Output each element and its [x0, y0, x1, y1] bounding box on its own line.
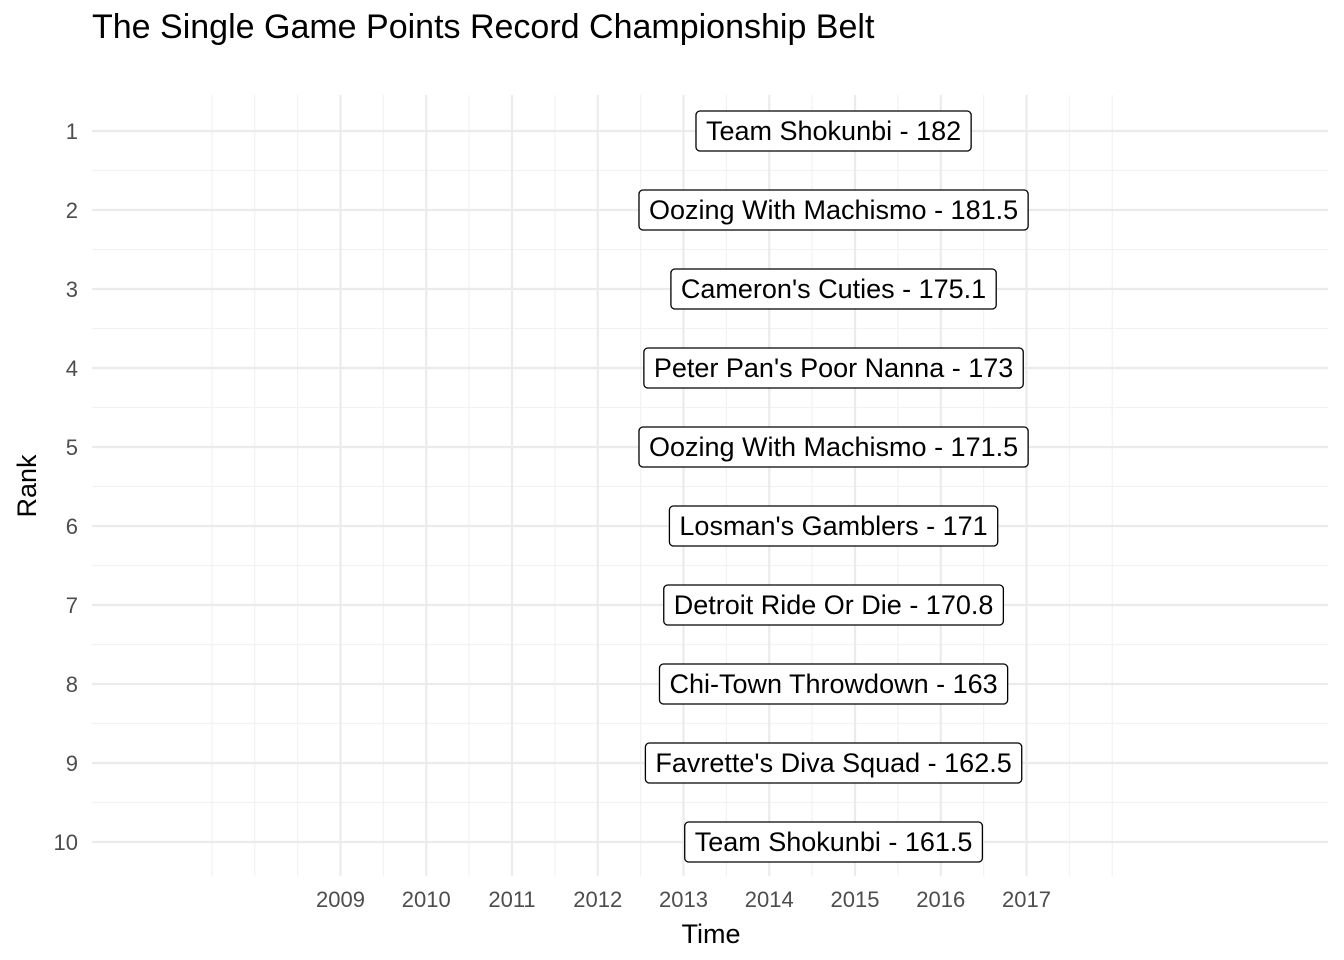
- x-tick-label: 2011: [488, 887, 535, 912]
- record-label: Detroit Ride Or Die - 170.8: [663, 584, 1005, 626]
- x-tick-label: 2009: [316, 887, 365, 912]
- y-tick-label: 2: [66, 198, 78, 223]
- record-label-text: Team Shokunbi - 161.5: [695, 827, 973, 857]
- record-label-box: [658, 663, 1009, 705]
- y-tick-label: 9: [66, 751, 78, 776]
- x-axis-label: Time: [682, 919, 741, 949]
- y-tick-label: 5: [66, 435, 78, 460]
- x-axis-tick-labels: 2009 2010 2011 2012 2013 2014 2015 2016 2017: [316, 887, 1051, 912]
- record-label-text: Oozing With Machismo - 181.5: [649, 195, 1018, 225]
- x-tick-label: 2010: [402, 887, 451, 912]
- chart-title: The Single Game Points Record Championsh…: [92, 8, 875, 46]
- record-label-box: [670, 268, 997, 310]
- record-label-box: [684, 821, 984, 863]
- record-label: Team Shokunbi - 182: [695, 110, 972, 152]
- record-label: Favrette's Diva Squad - 162.5: [644, 742, 1023, 784]
- record-labels: Team Shokunbi - 182 Oozing With Machismo …: [638, 110, 1029, 863]
- y-axis-label: Rank: [12, 454, 42, 518]
- record-label-box: [638, 189, 1029, 231]
- y-tick-label: 6: [66, 514, 78, 539]
- record-label-text: Losman's Gamblers - 171: [679, 511, 987, 541]
- y-tick-label: 3: [66, 277, 78, 302]
- y-axis-tick-labels: 1 2 3 4 5 6 7 8 9 10: [54, 119, 78, 855]
- y-tick-label: 1: [66, 119, 78, 144]
- y-tick-label: 7: [66, 593, 78, 618]
- x-tick-label: 2016: [916, 887, 965, 912]
- record-label-box: [668, 505, 999, 547]
- x-tick-label: 2014: [745, 887, 794, 912]
- record-label-text: Chi-Town Throwdown - 163: [669, 669, 997, 699]
- record-label: Oozing With Machismo - 171.5: [638, 426, 1029, 468]
- y-tick-label: 10: [54, 830, 78, 855]
- record-label-text: Oozing With Machismo - 171.5: [649, 432, 1018, 462]
- record-label-text: Favrette's Diva Squad - 162.5: [655, 748, 1011, 778]
- record-label-box: [644, 742, 1023, 784]
- record-label-box: [663, 584, 1005, 626]
- x-tick-label: 2013: [659, 887, 708, 912]
- record-label: Team Shokunbi - 161.5: [684, 821, 984, 863]
- record-label-text: Detroit Ride Or Die - 170.8: [674, 590, 994, 620]
- record-label-box: [638, 426, 1029, 468]
- record-label-text: Cameron's Cuties - 175.1: [681, 274, 986, 304]
- record-label: Oozing With Machismo - 181.5: [638, 189, 1029, 231]
- record-label: Peter Pan's Poor Nanna - 173: [643, 347, 1024, 389]
- record-label-text: Team Shokunbi - 182: [706, 116, 961, 146]
- record-label: Chi-Town Throwdown - 163: [658, 663, 1009, 705]
- x-tick-label: 2017: [1002, 887, 1051, 912]
- y-tick-label: 8: [66, 672, 78, 697]
- record-label-box: [695, 110, 972, 152]
- record-label-text: Peter Pan's Poor Nanna - 173: [654, 353, 1013, 383]
- record-label: Losman's Gamblers - 171: [668, 505, 999, 547]
- x-tick-label: 2015: [831, 887, 880, 912]
- record-label-box: [643, 347, 1024, 389]
- record-label: Cameron's Cuties - 175.1: [670, 268, 997, 310]
- x-tick-label: 2012: [573, 887, 622, 912]
- y-tick-label: 4: [66, 356, 78, 381]
